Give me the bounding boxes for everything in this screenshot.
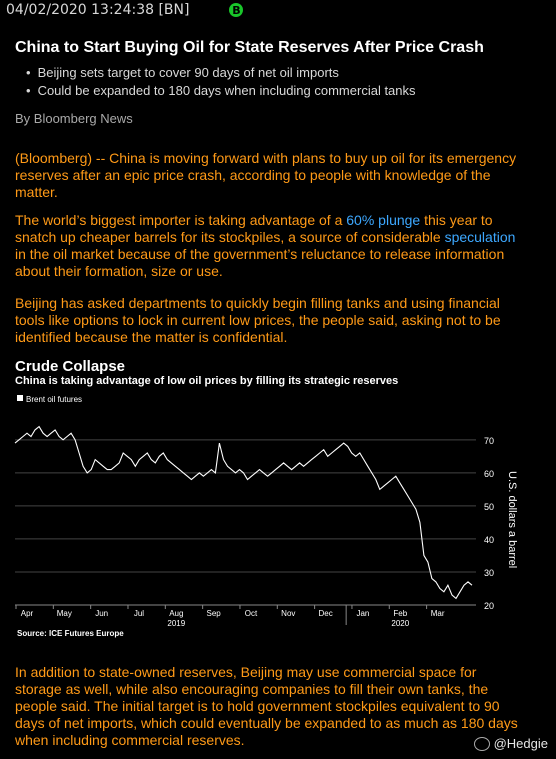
- plunge-link[interactable]: 60% plunge: [346, 212, 421, 228]
- y-tick-label: 70: [484, 436, 494, 446]
- y-tick-label: 60: [484, 469, 494, 479]
- x-tick-label: Jan: [356, 609, 369, 618]
- top-status-bar: 04/02/2020 13:24:38 [BN] B: [6, 2, 244, 18]
- x-tick-label: Oct: [245, 609, 258, 618]
- paragraph-4: In addition to state-owned reserves, Bei…: [15, 664, 518, 748]
- paragraph-text: in the oil market because of the governm…: [15, 246, 505, 279]
- x-tick-label: Nov: [281, 609, 295, 618]
- chart-source: Source: ICE Futures Europe: [17, 629, 124, 638]
- watermark-text: @Hedgie: [493, 736, 548, 751]
- bullet-item: Could be expanded to 180 days when inclu…: [38, 82, 416, 100]
- x-tick-label: Mar: [431, 609, 445, 618]
- x-tick-label: Sep: [207, 609, 222, 618]
- x-tick-label: May: [57, 609, 72, 618]
- speculation-link[interactable]: speculation: [444, 229, 516, 245]
- series-line-brent: [14, 425, 473, 600]
- y-tick-label: 50: [484, 502, 494, 512]
- summary-bullets: Beijing sets target to cover 90 days of …: [38, 64, 416, 100]
- byline: By Bloomberg News: [15, 111, 133, 126]
- legend-swatch: [17, 395, 23, 401]
- brent-oil-chart: Brent oil futures U.S. dollars a barrel …: [14, 395, 518, 638]
- bloomberg-badge-icon[interactable]: B: [229, 3, 244, 17]
- paragraph-text: The world’s biggest importer is taking a…: [15, 212, 347, 228]
- year-label: 2019: [167, 619, 185, 628]
- timestamp: 04/02/2020 13:24:38 [BN]: [6, 2, 190, 18]
- y-axis-label: U.S. dollars a barrel: [506, 471, 518, 568]
- weibo-icon: [473, 736, 490, 751]
- chart-title: Crude Collapse: [15, 358, 126, 375]
- paragraph-1: (Bloomberg) -- China is moving forward w…: [15, 150, 517, 200]
- year-label: 2020: [391, 619, 409, 628]
- x-tick-label: Dec: [319, 609, 333, 618]
- x-tick-label: Feb: [393, 609, 407, 618]
- x-tick-label: Aug: [169, 609, 183, 618]
- legend-label: Brent oil futures: [26, 395, 82, 404]
- paragraph-2: The world’s biggest importer is taking a…: [15, 212, 525, 280]
- y-tick-label: 40: [484, 535, 494, 545]
- bullet-item: Beijing sets target to cover 90 days of …: [38, 64, 416, 82]
- x-tick-label: Apr: [21, 609, 34, 618]
- y-tick-label: 30: [484, 568, 494, 578]
- chart-subtitle: China is taking advantage of low oil pri…: [15, 375, 399, 387]
- x-tick-label: Jun: [95, 609, 108, 618]
- paragraph-text: this year to snatch up cheaper barrels f…: [15, 212, 493, 245]
- article-headline: China to Start Buying Oil for State Rese…: [15, 39, 484, 56]
- paragraph-3: Beijing has asked departments to quickly…: [15, 295, 501, 345]
- weibo-watermark: @Hedgie: [473, 736, 548, 751]
- y-tick-label: 20: [484, 601, 494, 611]
- x-tick-label: Jul: [134, 609, 144, 618]
